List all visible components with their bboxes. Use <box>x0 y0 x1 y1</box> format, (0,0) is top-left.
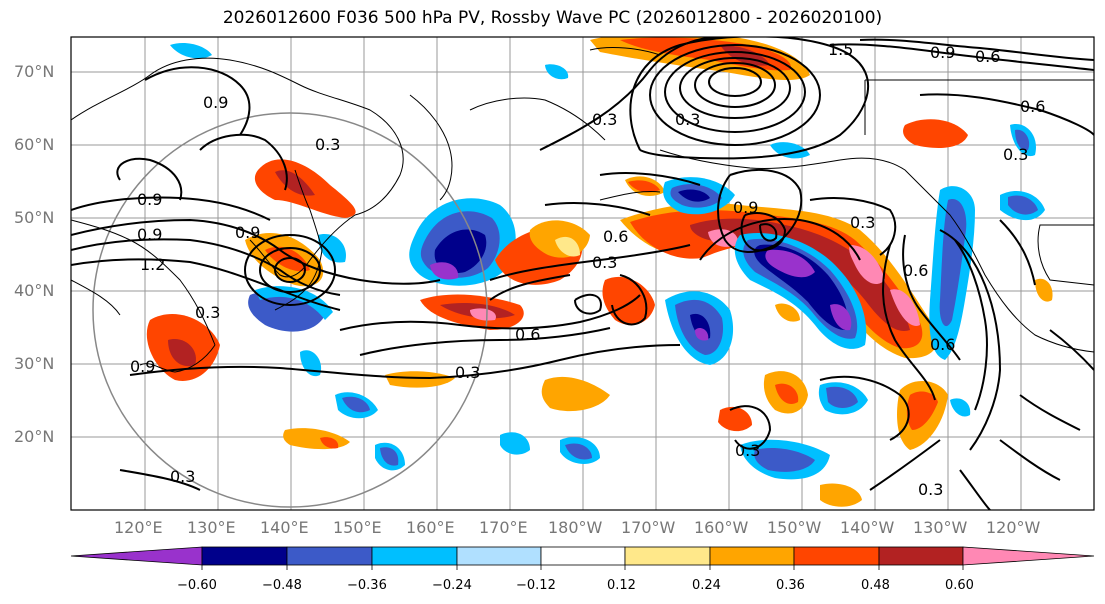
contour-label: 0.6 <box>603 227 628 246</box>
colorbar-swatch <box>878 546 964 566</box>
contour-label: 1.5 <box>828 40 853 59</box>
contour-label: 0.9 <box>130 357 155 376</box>
contour-labels: 1.5 0.9 0.6 0.3 0.9 0.3 0.9 0.9 0.3 0.9 … <box>130 40 1045 499</box>
colorbar-tick-label: −0.36 <box>347 578 387 593</box>
contour-label: 0.9 <box>235 223 260 242</box>
colorbar-swatch <box>624 546 711 566</box>
lon-label: 170°W <box>621 518 676 537</box>
colorbar-tick-label: 0.60 <box>945 578 974 593</box>
contour-label: 0.9 <box>137 190 162 209</box>
lon-label: 170°E <box>479 518 528 537</box>
colorbar-swatch <box>70 546 203 566</box>
contour-label: 0.3 <box>918 480 943 499</box>
lon-label: 120°W <box>986 518 1041 537</box>
colorbar-tick-label: −0.48 <box>262 578 302 593</box>
lon-label: 140°E <box>260 518 309 537</box>
pv-anomaly-shading <box>146 37 1053 507</box>
contour-label: 0.6 <box>1020 97 1045 116</box>
colorbar-swatch <box>201 546 288 566</box>
contour-label: 0.6 <box>930 335 955 354</box>
contour-label: 0.9 <box>930 43 955 62</box>
colorbar-swatch <box>286 546 373 566</box>
radius-circle <box>92 112 488 508</box>
colorbar-tick-label: −0.24 <box>432 578 472 593</box>
colorbar-swatch <box>456 546 542 566</box>
colorbar-swatch <box>371 546 458 566</box>
colorbar-swatch <box>540 546 626 566</box>
lat-label: 50°N <box>14 208 55 227</box>
contour-label: 0.3 <box>592 253 617 272</box>
contour-label: 0.3 <box>1003 145 1028 164</box>
lon-label: 180°W <box>548 518 603 537</box>
contour-label: 0.3 <box>675 110 700 129</box>
contour-label: 1.2 <box>140 255 165 274</box>
lat-label: 40°N <box>14 281 55 300</box>
lat-label: 20°N <box>14 427 55 446</box>
lon-label: 120°E <box>114 518 163 537</box>
lon-label: 130°W <box>913 518 968 537</box>
map-title: 2026012600 F036 500 hPa PV, Rossby Wave … <box>222 8 883 28</box>
pv-contours <box>71 37 1094 510</box>
colorbar-tick-label: 0.24 <box>692 578 721 593</box>
lon-label: 130°E <box>187 518 236 537</box>
colorbar-tick-label: 0.48 <box>861 578 890 593</box>
lat-label: 30°N <box>14 354 55 373</box>
contour-label: 0.3 <box>315 135 340 154</box>
lat-label: 70°N <box>14 62 55 81</box>
colorbar-tick-label: −0.12 <box>516 578 556 593</box>
lon-label: 160°E <box>406 518 455 537</box>
colorbar-swatch <box>962 546 1095 566</box>
contour-label: 0.3 <box>195 303 220 322</box>
contour-label: 0.6 <box>903 261 928 280</box>
contour-label: 0.6 <box>975 47 1000 66</box>
lon-label: 150°W <box>767 518 822 537</box>
colorbar <box>70 546 1095 570</box>
contour-label: 0.9 <box>733 198 758 217</box>
contour-label: 0.9 <box>203 93 228 112</box>
colorbar-swatch <box>793 546 880 566</box>
contour-label: 0.3 <box>455 363 480 382</box>
colorbar-swatch <box>709 546 795 566</box>
lon-label: 160°W <box>694 518 749 537</box>
contour-label: 0.3 <box>850 213 875 232</box>
contour-label: 0.9 <box>137 225 162 244</box>
colorbar-tick-label: 0.12 <box>607 578 636 593</box>
colorbar-tick-label: −0.60 <box>177 578 217 593</box>
lon-label: 150°E <box>333 518 382 537</box>
contour-label: 0.3 <box>735 441 760 460</box>
contour-label: 0.3 <box>592 110 617 129</box>
lon-label: 140°W <box>840 518 895 537</box>
contour-label: 0.3 <box>170 467 195 486</box>
map-frame <box>70 36 1095 511</box>
colorbar-tick-label: 0.36 <box>776 578 805 593</box>
contour-label: 0.6 <box>515 325 540 344</box>
lat-label: 60°N <box>14 135 55 154</box>
